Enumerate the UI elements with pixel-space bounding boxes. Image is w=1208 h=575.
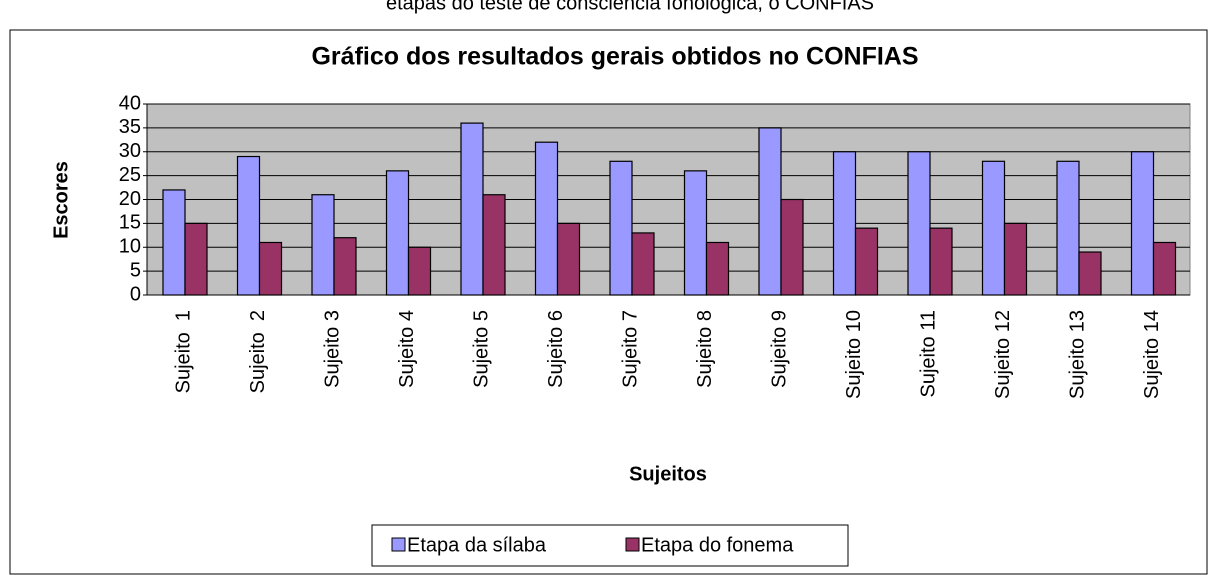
bar bbox=[832, 151, 857, 296]
x-tick-label: Sujeito 13 bbox=[1067, 310, 1089, 399]
bar bbox=[981, 160, 1006, 296]
bar bbox=[1078, 251, 1102, 296]
bar bbox=[162, 189, 186, 296]
bar bbox=[705, 241, 730, 296]
legend bbox=[371, 524, 849, 567]
bar bbox=[1056, 160, 1080, 296]
x-tick-label: Sujeito 14 bbox=[1141, 310, 1163, 399]
legend-label: Etapa da sílaba bbox=[407, 534, 547, 556]
bar bbox=[683, 170, 708, 296]
bar bbox=[631, 232, 655, 296]
bar bbox=[407, 246, 432, 296]
y-tick-label: 25 bbox=[119, 164, 141, 186]
y-tick-label: 10 bbox=[119, 236, 141, 258]
y-tick-label: 15 bbox=[119, 212, 141, 234]
legend-swatch bbox=[625, 537, 640, 552]
bar bbox=[907, 151, 931, 296]
bar bbox=[311, 194, 335, 296]
bar bbox=[1152, 241, 1177, 296]
x-tick-label: Sujeito 3 bbox=[322, 310, 344, 388]
x-tick-label: Sujeito 11 bbox=[918, 310, 940, 397]
x-tick-label: Sujeito 12 bbox=[992, 310, 1014, 399]
bar bbox=[780, 198, 804, 296]
bar bbox=[1130, 151, 1155, 296]
x-tick-label: Sujeito 8 bbox=[694, 310, 716, 388]
legend-swatch bbox=[391, 537, 406, 552]
bar bbox=[236, 155, 261, 296]
bar bbox=[929, 227, 953, 296]
x-tick-label: Sujeito 10 bbox=[843, 310, 865, 399]
y-tick-label: 0 bbox=[130, 283, 141, 305]
header-text: etapas do teste de consciência fonológic… bbox=[386, 0, 874, 14]
bar bbox=[1003, 222, 1028, 296]
x-tick-label: Sujeito 7 bbox=[620, 310, 642, 388]
x-tick-label: Sujeito 5 bbox=[471, 310, 493, 388]
legend-label: Etapa do fonema bbox=[641, 534, 794, 556]
y-tick-label: 40 bbox=[119, 92, 141, 114]
x-tick-label: Sujeito 4 bbox=[396, 310, 418, 388]
bar bbox=[609, 160, 633, 296]
x-tick-label: Sujeito 1 bbox=[173, 310, 195, 393]
y-tick-label: 5 bbox=[130, 259, 141, 281]
y-tick-label: 20 bbox=[119, 188, 141, 210]
bar bbox=[758, 127, 782, 296]
x-tick-label: Sujeito 6 bbox=[545, 310, 567, 388]
bar bbox=[556, 222, 581, 296]
x-tick-label: Sujeito 2 bbox=[247, 310, 269, 393]
y-axis-label: Escores bbox=[50, 161, 72, 239]
chart-title: Gráfico dos resultados gerais obtidos no… bbox=[311, 43, 918, 71]
x-axis-label: Sujeitos bbox=[629, 463, 707, 485]
bar bbox=[460, 122, 484, 296]
bar bbox=[258, 241, 283, 296]
bar bbox=[385, 170, 410, 296]
y-tick-label: 30 bbox=[119, 140, 141, 162]
bar bbox=[854, 227, 879, 296]
bar bbox=[333, 237, 357, 296]
bar bbox=[184, 222, 208, 296]
y-tick-label: 35 bbox=[119, 116, 141, 138]
bar bbox=[482, 194, 506, 296]
x-tick-label: Sujeito 9 bbox=[769, 310, 791, 388]
bar bbox=[534, 141, 559, 296]
